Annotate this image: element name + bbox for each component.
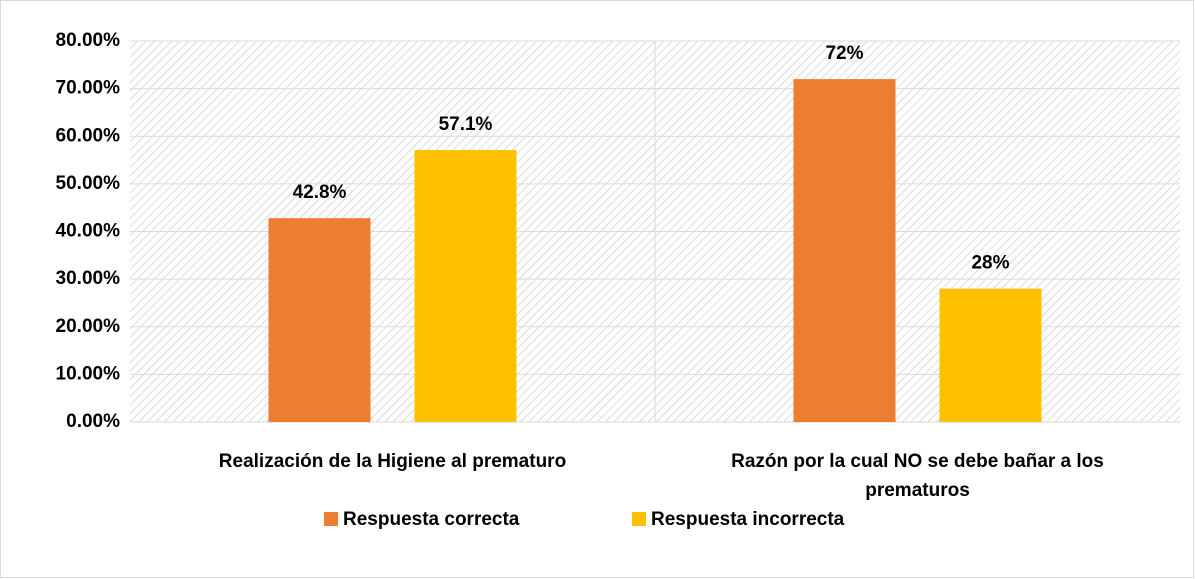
y-tick-label: 40.00% (56, 221, 121, 242)
value-label: 57.1% (439, 114, 493, 135)
legend-swatch (324, 512, 338, 526)
x-tick-label: Realización de la Higiene al prematuro (218, 451, 567, 472)
y-tick-label: 30.00% (56, 268, 121, 289)
y-tick-label: 0.00% (66, 411, 120, 432)
y-tick-label: 80.00% (56, 30, 121, 51)
y-tick-label: 70.00% (56, 78, 121, 99)
value-label: 72% (825, 43, 863, 64)
value-label: 42.8% (293, 182, 347, 203)
bar (414, 150, 517, 422)
legend-label: Respuesta incorrecta (651, 509, 845, 530)
x-tick-label: Razón por la cual NO se debe bañar a los… (731, 451, 1104, 501)
y-tick-label: 60.00% (56, 125, 121, 146)
y-tick-label: 50.00% (56, 173, 121, 194)
legend-label: Respuesta correcta (343, 509, 520, 530)
value-label: 28% (971, 253, 1009, 274)
bar (268, 218, 371, 422)
bar (939, 288, 1042, 422)
legend-swatch (632, 512, 646, 526)
bar (793, 79, 896, 422)
y-tick-label: 10.00% (56, 363, 121, 384)
y-tick-label: 20.00% (56, 316, 121, 337)
